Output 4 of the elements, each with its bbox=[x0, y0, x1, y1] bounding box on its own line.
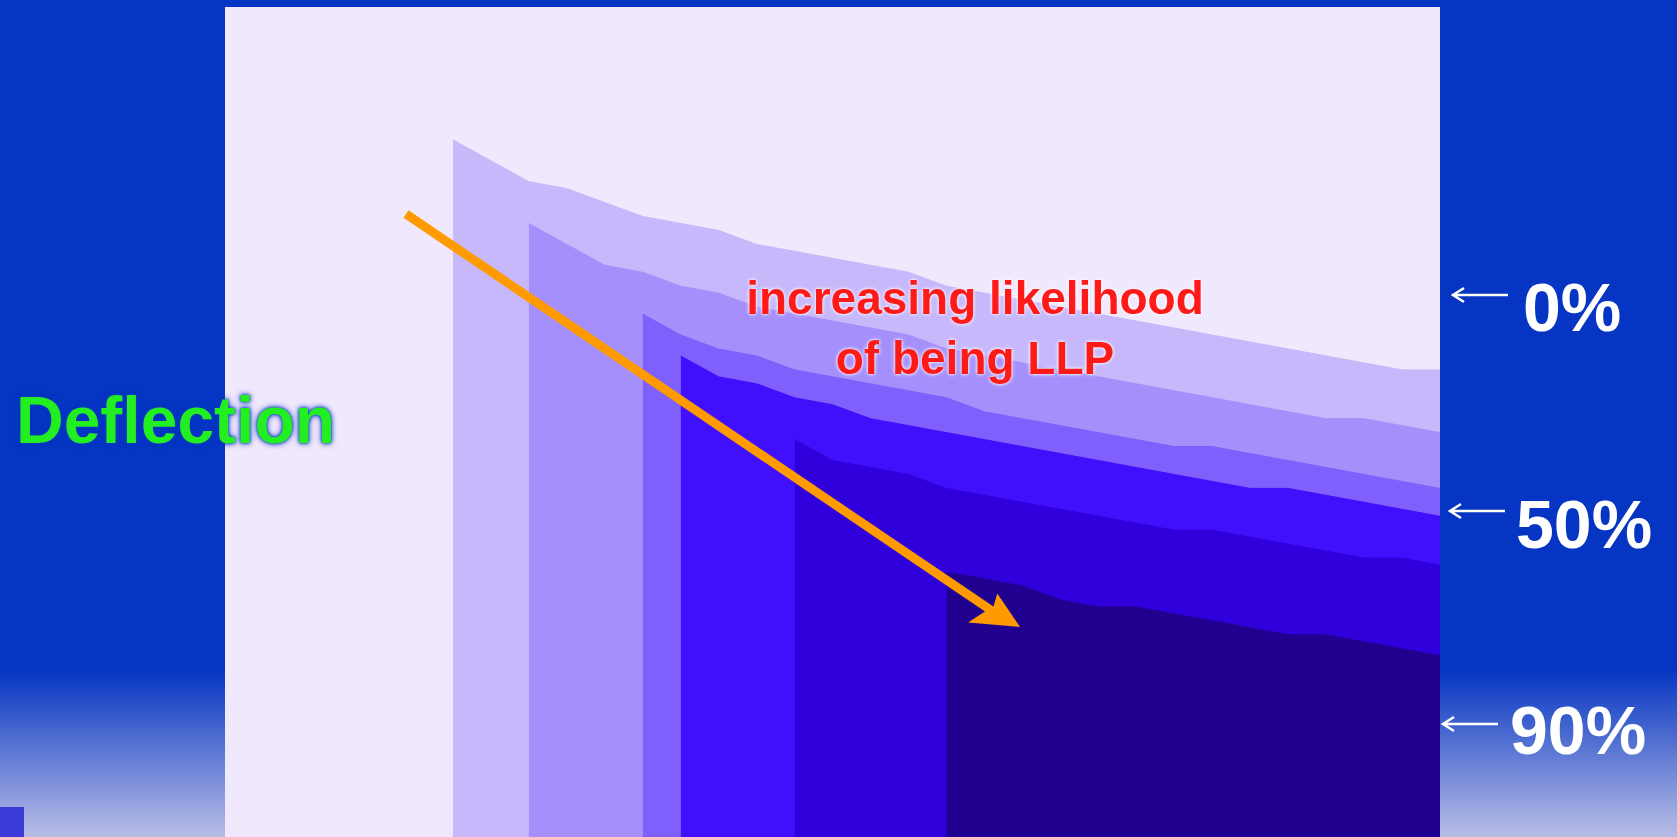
text: 50% bbox=[1516, 485, 1653, 563]
text: 90% bbox=[1510, 691, 1647, 769]
text: 0% bbox=[1523, 268, 1622, 346]
annotation: increasing likelihood of being LLP bbox=[746, 271, 1204, 386]
